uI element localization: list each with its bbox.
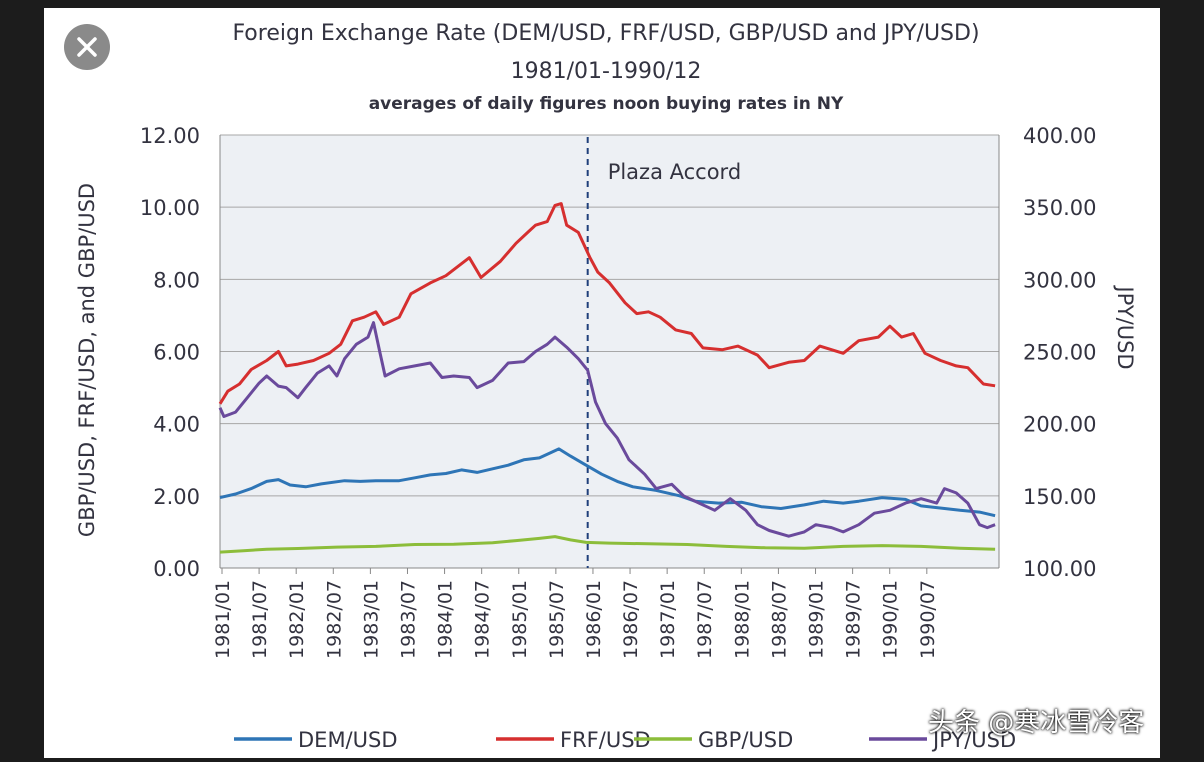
x-tick-label: 1989/01 <box>806 580 828 659</box>
y-tick-label: 6.00 <box>153 341 200 365</box>
y-tick-label: 4.00 <box>153 413 200 437</box>
y2-tick-label: 100.00 <box>1023 557 1096 581</box>
legend-label: GBP/USD <box>698 728 793 752</box>
chart-subtitle: 1981/01-1990/12 <box>511 59 702 84</box>
x-tick-label: 1981/07 <box>249 580 271 659</box>
legend-label: DEM/USD <box>298 728 398 752</box>
y-axis-label: GBP/USD, FRF/USD, and GBP/USD <box>75 183 99 537</box>
y-tick-label: 12.00 <box>140 124 200 148</box>
x-tick-label: 1987/01 <box>657 580 679 659</box>
y2-tick-label: 200.00 <box>1023 413 1096 437</box>
y-tick-label: 10.00 <box>140 196 200 220</box>
x-tick-label: 1984/01 <box>435 580 457 659</box>
series-line-frf-usd <box>218 202 996 405</box>
x-tick-label: 1990/07 <box>917 580 939 659</box>
y2-tick-label: 350.00 <box>1023 196 1096 220</box>
watermark-text: 头条 @寒冰雪冷客 <box>928 708 1145 738</box>
y2-tick-label: 300.00 <box>1023 268 1096 292</box>
chart-panel: Foreign Exchange Rate (DEM/USD, FRF/USD,… <box>44 8 1160 758</box>
plaza-accord-label: Plaza Accord <box>608 160 741 184</box>
x-tick-label: 1986/07 <box>620 580 642 659</box>
x-tick-label: 1985/07 <box>546 580 568 659</box>
close-button[interactable] <box>64 24 110 70</box>
x-tick-label: 1982/07 <box>323 580 345 659</box>
y2-tick-label: 400.00 <box>1023 124 1096 148</box>
x-tick-label: 1983/01 <box>360 580 382 659</box>
x-tick-label: 1983/07 <box>397 580 419 659</box>
x-tick-label: 1985/01 <box>509 580 531 659</box>
x-tick-label: 1981/01 <box>212 580 234 659</box>
exchange-rate-chart: Foreign Exchange Rate (DEM/USD, FRF/USD,… <box>75 21 1137 752</box>
chart-subtitle-2: averages of daily figures noon buying ra… <box>369 94 844 114</box>
x-tick-label: 1988/01 <box>731 580 753 659</box>
x-tick-label: 1984/07 <box>472 580 494 659</box>
y2-axis-label: JPY/USD <box>1113 284 1137 369</box>
close-icon <box>77 37 97 57</box>
y-tick-label: 2.00 <box>153 485 200 509</box>
series-line-jpy-usd <box>218 321 996 538</box>
y2-tick-label: 250.00 <box>1023 341 1096 365</box>
x-tick-label: 1987/07 <box>694 580 716 659</box>
y-tick-label: 0.00 <box>153 557 200 581</box>
legend-label: JPY/USD <box>931 728 1016 752</box>
y2-tick-label: 150.00 <box>1023 485 1096 509</box>
x-tick-label: 1986/01 <box>583 580 605 659</box>
x-tick-label: 1988/07 <box>768 580 790 659</box>
chart-title: Foreign Exchange Rate (DEM/USD, FRF/USD,… <box>232 21 979 46</box>
x-tick-label: 1989/07 <box>843 580 865 659</box>
x-tick-label: 1990/01 <box>880 580 902 659</box>
series-line-dem-usd <box>219 447 996 518</box>
x-tick-label: 1982/01 <box>286 580 308 659</box>
y-tick-label: 8.00 <box>153 268 200 292</box>
series-line-gbp-usd <box>219 535 996 554</box>
